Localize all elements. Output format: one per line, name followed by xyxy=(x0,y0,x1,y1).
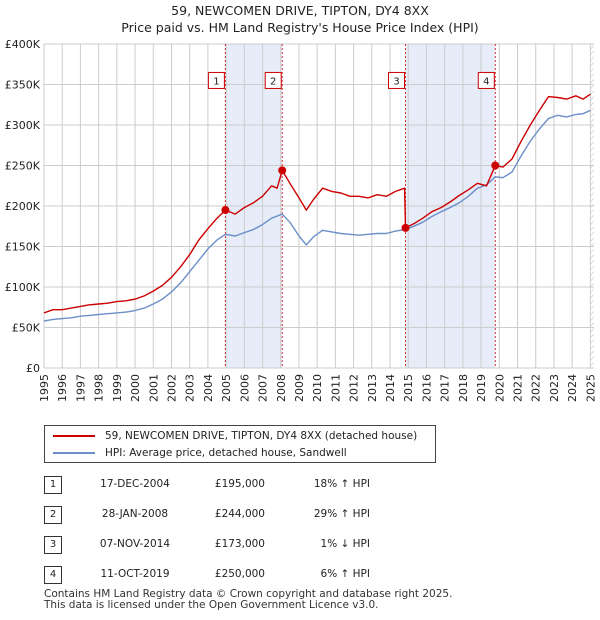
sale-number-label: 4 xyxy=(483,76,489,87)
y-tick-label: £0 xyxy=(26,362,40,375)
sales-table-row: 4 11-OCT-2019 £250,000 6% ↑ HPI xyxy=(0,566,600,586)
sale-price: £250,000 xyxy=(214,568,265,580)
sale-date: 11-OCT-2019 xyxy=(100,568,170,580)
sales-table-row: 1 17-DEC-2004 £195,000 18% ↑ HPI xyxy=(0,476,600,496)
sale-number-badge: 1 xyxy=(44,476,62,494)
x-tick-label: 2012 xyxy=(348,374,361,402)
sale-number-badge: 2 xyxy=(44,506,62,524)
chart-legend: 59, NEWCOMEN DRIVE, TIPTON, DY4 8XX (det… xyxy=(44,425,436,463)
legend-swatch-property xyxy=(53,435,95,437)
sale-number-box xyxy=(477,71,495,89)
x-tick-label: 2013 xyxy=(366,374,379,402)
hpi-series-line xyxy=(43,109,591,322)
x-tick-label: 2005 xyxy=(220,374,233,402)
y-tick-label: £200K xyxy=(5,200,41,213)
legend-swatch-hpi xyxy=(53,452,95,454)
y-tick-label: £50K xyxy=(12,322,41,335)
chart-title-address: 59, NEWCOMEN DRIVE, TIPTON, DY4 8XX xyxy=(171,3,429,18)
sale-hpi-diff: 1% ↓ HPI xyxy=(320,538,370,550)
x-tick-label: 2009 xyxy=(293,374,306,402)
sale-number-box xyxy=(207,71,225,89)
y-tick-label: £250K xyxy=(5,160,41,173)
sale-date: 07-NOV-2014 xyxy=(99,538,171,550)
price-chart: 1 2 3 4 £0 £50K £100K £150K £200K £250K £300K £350… xyxy=(5,38,598,402)
attribution-footer: Contains HM Land Registry data © Crown c… xyxy=(44,589,452,611)
y-tick-label: £400K xyxy=(5,38,41,51)
sales-table-row: 2 28-JAN-2008 £244,000 29% ↑ HPI xyxy=(0,506,600,526)
sales-table-row: 3 07-NOV-2014 £173,000 1% ↓ HPI xyxy=(0,536,600,556)
y-tick-label: £150K xyxy=(5,241,41,254)
x-tick-label: 2001 xyxy=(147,374,160,402)
sale-number-box xyxy=(264,71,282,89)
sale-number-box xyxy=(388,71,406,89)
x-tick-label: 2011 xyxy=(329,374,342,402)
sale-date: 17-DEC-2004 xyxy=(100,478,170,490)
x-tick-label: 2008 xyxy=(275,374,288,402)
x-tick-label: 1999 xyxy=(111,374,124,402)
sale-number-badge: 4 xyxy=(44,566,62,584)
x-tick-label: 2019 xyxy=(475,374,488,402)
x-tick-label: 2014 xyxy=(384,374,397,402)
x-tick-label: 2020 xyxy=(493,374,506,402)
x-tick-label: 2015 xyxy=(402,374,415,402)
x-tick-label: 2002 xyxy=(165,374,178,402)
sale-hpi-diff: 6% ↑ HPI xyxy=(320,568,370,580)
x-tick-label: 2003 xyxy=(184,374,197,402)
x-tick-label: 2024 xyxy=(566,374,579,402)
sale-number-badge: 3 xyxy=(44,536,62,554)
sale-number-label: 3 xyxy=(393,76,399,87)
x-tick-label: 1996 xyxy=(56,374,69,402)
x-tick-label: 2022 xyxy=(530,374,543,402)
x-tick-label: 2016 xyxy=(420,374,433,402)
sale-point xyxy=(278,166,287,175)
sale-point xyxy=(221,206,230,215)
x-tick-label: 1997 xyxy=(74,374,87,402)
y-tick-label: £100K xyxy=(5,281,41,294)
footer-licence: This data is licensed under the Open Gov… xyxy=(44,599,379,611)
sale-price: £195,000 xyxy=(214,478,265,490)
x-tick-label: 2023 xyxy=(548,374,561,402)
sale-number-label: 1 xyxy=(213,76,219,87)
y-tick-label: £300K xyxy=(5,119,41,132)
x-tick-label: 2025 xyxy=(584,374,597,402)
legend-label-hpi: HPI: Average price, detached house, Sand… xyxy=(105,447,347,459)
x-tick-label: 2010 xyxy=(311,374,324,402)
legend-label-property: 59, NEWCOMEN DRIVE, TIPTON, DY4 8XX (det… xyxy=(105,430,418,442)
x-tick-label: 2006 xyxy=(238,374,251,402)
sale-point xyxy=(491,161,500,170)
x-tick-label: 2018 xyxy=(457,374,470,402)
y-tick-label: £350K xyxy=(5,79,41,92)
x-tick-label: 1995 xyxy=(38,374,51,402)
sale-date: 28-JAN-2008 xyxy=(101,508,169,520)
footer-copyright: Contains HM Land Registry data © Crown c… xyxy=(44,588,453,600)
x-tick-label: 2000 xyxy=(129,374,142,402)
chart-title-subtitle: Price paid vs. HM Land Registry's House … xyxy=(121,20,479,35)
x-tick-label: 2017 xyxy=(439,374,452,402)
x-tick-label: 2004 xyxy=(202,374,215,402)
sale-price: £244,000 xyxy=(214,508,265,520)
x-tick-label: 1998 xyxy=(93,374,106,402)
sale-hpi-diff: 29% ↑ HPI xyxy=(313,508,370,520)
sale-price: £173,000 xyxy=(214,538,265,550)
sale-number-label: 2 xyxy=(270,76,276,87)
legend-item-hpi: HPI: Average price, detached house, Sand… xyxy=(53,445,347,461)
sale-point xyxy=(401,223,410,232)
x-tick-label: 2007 xyxy=(257,374,270,402)
legend-item-property: 59, NEWCOMEN DRIVE, TIPTON, DY4 8XX (det… xyxy=(53,428,417,444)
x-tick-label: 2021 xyxy=(512,374,525,402)
sale-hpi-diff: 18% ↑ HPI xyxy=(313,478,370,490)
